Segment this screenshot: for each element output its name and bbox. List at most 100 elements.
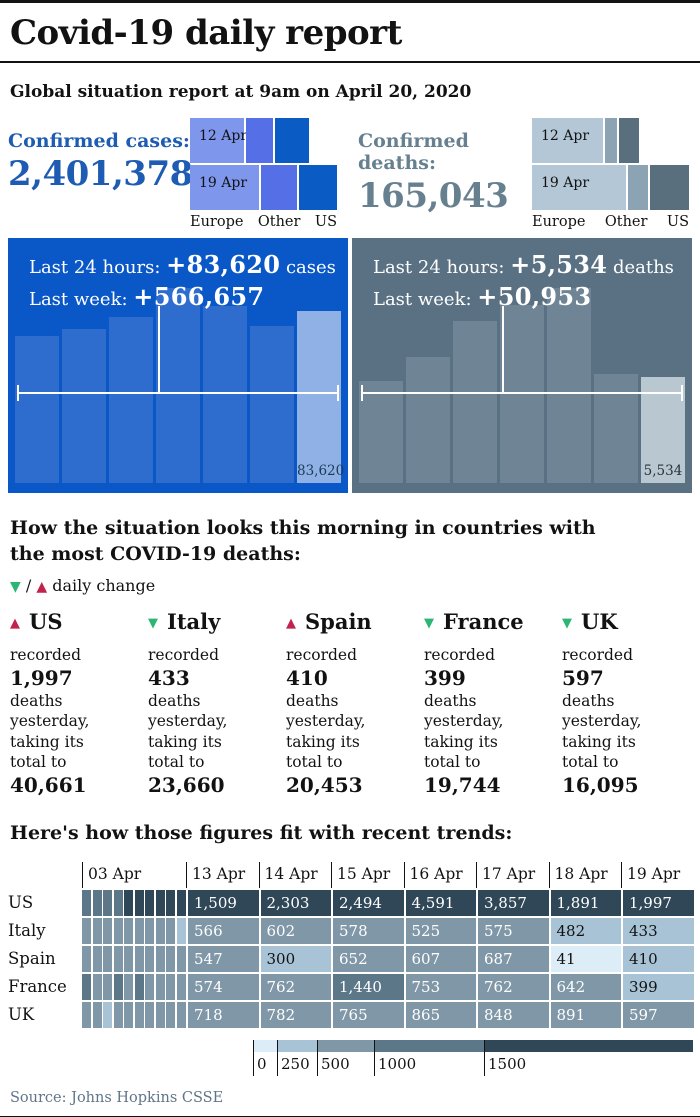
heat-value-cell: 652 (333, 945, 404, 972)
us-segment (619, 118, 639, 163)
scale-segment: 250 (277, 1039, 317, 1076)
day-bar (500, 305, 544, 483)
other-segment (261, 165, 297, 210)
confirmed-cases-label: Confirmed cases: (8, 130, 190, 152)
column-header: 14 Apr (258, 861, 332, 888)
card-text-yesterday: yesterday, (286, 712, 366, 730)
mini-heat-cell (176, 1001, 186, 1028)
mini-heat-cell (176, 917, 186, 944)
mini-heat-cell (134, 1001, 144, 1028)
heat-value-cell: 762 (260, 973, 331, 1000)
mini-heat-cell (155, 945, 165, 972)
table-row-italy: Italy 566 602 578 525 575 482 433 (8, 917, 695, 944)
last-week-prefix: Last week: (373, 289, 478, 310)
mini-heat-cell (82, 1001, 92, 1028)
row-label: US (8, 892, 34, 912)
mini-heat-cell (92, 945, 102, 972)
heat-value-cell: 4,591 (405, 889, 476, 916)
card-text-total-to: total to (424, 753, 481, 771)
daily-change-up-icon: ▲ (286, 616, 296, 631)
trends-section-heading: Here's how those figures fit with recent… (10, 821, 513, 844)
mini-heat-cell (82, 973, 92, 1000)
card-text-recorded: recorded (148, 646, 220, 664)
morning-section-heading: How the situation looks this morning in … (10, 517, 596, 565)
table-row-uk: UK 718 782 765 865 848 891 597 (8, 1001, 695, 1028)
europe-segment: 12 Apr (532, 118, 603, 163)
column-header: 18 Apr (548, 861, 622, 888)
mini-heat-cell (124, 917, 134, 944)
mini-heat-cell (134, 917, 144, 944)
region-label-us: US (314, 214, 337, 230)
country-card-uk: ▼ UK recorded 597 deaths yesterday, taking its… (562, 609, 682, 798)
mini-heat-cell (145, 1001, 155, 1028)
axis-line (17, 385, 339, 401)
total-deaths-value: 40,661 (10, 772, 87, 797)
card-text-total-to: total to (562, 753, 619, 771)
heat-value-cell: 607 (405, 945, 476, 972)
title-divider (0, 61, 700, 63)
mini-heat-cell (155, 889, 165, 916)
heat-value-cell: 300 (260, 945, 331, 972)
region-label-europe: Europe (190, 214, 244, 230)
region-column-labels: Europe Other US (190, 214, 337, 230)
mini-heat-cell (113, 973, 123, 1000)
region-column-labels: Europe Other US (532, 214, 689, 230)
heat-value-cell: 566 (188, 917, 259, 944)
heat-value-cell: 865 (405, 1001, 476, 1028)
last-24h-suffix: deaths (607, 257, 674, 278)
heat-value-cell: 2,303 (260, 889, 331, 916)
card-text-yesterday: yesterday, (10, 712, 90, 730)
source-credit: Source: Johns Hopkins CSSE (10, 1089, 224, 1106)
mini-heat-cell (166, 973, 176, 1000)
card-text-recorded: recorded (424, 646, 496, 664)
up-triangle-icon: ▲ (36, 579, 48, 595)
panel-heading: Last 24 hours: +5,534 deaths Last week: +… (373, 250, 674, 314)
mini-cells-strip (82, 945, 186, 972)
mini-heat-cell (176, 945, 186, 972)
card-text-recorded: recorded (10, 646, 82, 664)
mini-heat-cell (124, 1001, 134, 1028)
mini-cells-strip (82, 889, 186, 916)
scale-color-swatch (375, 1039, 484, 1052)
day-bar (547, 288, 591, 483)
heat-value-cell: 1,440 (333, 973, 404, 1000)
scale-color-swatch (318, 1039, 374, 1052)
daily-deaths-value: 410 (286, 665, 328, 690)
scale-segment: 1000 (374, 1039, 484, 1076)
confirmed-deaths-label: Confirmed deaths: (358, 130, 469, 174)
daily-deaths-value: 597 (562, 665, 604, 690)
day-bar (15, 336, 59, 483)
heat-value-cell: 433 (623, 917, 694, 944)
country-card-header: ▲ Spain (286, 609, 406, 634)
heat-value-cell: 753 (405, 973, 476, 1000)
region-label-us: US (666, 214, 689, 230)
row-label: France (8, 976, 67, 996)
card-text-deaths: deaths (10, 691, 63, 710)
europe-segment: 19 Apr (190, 165, 259, 210)
heatmap-color-scale: 0 250 500 1000 1500 (253, 1039, 700, 1076)
region-label-europe: Europe (532, 214, 586, 230)
day-bar (62, 329, 106, 483)
panel-heading: Last 24 hours: +83,620 cases Last week: +… (29, 250, 336, 314)
daily-change-down-icon: ▼ (424, 616, 434, 631)
deaths-by-region-chart: 12 Apr 19 Apr Europe Other US (532, 118, 689, 230)
country-card-header: ▼ UK (562, 609, 682, 634)
heat-value-cell: 782 (260, 1001, 331, 1028)
card-text-yesterday: yesterday, (148, 712, 228, 730)
heat-value-cell: 399 (623, 973, 694, 1000)
mini-heat-cell (145, 889, 155, 916)
current-day-bar: 83,620 (297, 311, 344, 483)
card-text-recorded: recorded (286, 646, 358, 664)
last-24h-prefix: Last 24 hours: (373, 257, 511, 278)
last-24h-prefix: Last 24 hours: (29, 257, 167, 278)
deaths-trend-heatmap-table: 03 Apr 13 Apr 14 Apr 15 Apr 16 Apr 17 Apr 18 A… (8, 861, 695, 1028)
confirmed-cases-stat: Confirmed cases: 2,401,378 (8, 118, 193, 194)
card-text-total-to: total to (10, 753, 67, 771)
mini-heat-cell (82, 889, 92, 916)
card-text-taking: taking its (562, 732, 636, 751)
mini-heat-cell (92, 917, 102, 944)
heat-value-cell: 482 (550, 917, 621, 944)
mini-heat-cell (92, 973, 102, 1000)
country-card-spain: ▲ Spain recorded 410 deaths yesterday, taking … (286, 609, 406, 798)
